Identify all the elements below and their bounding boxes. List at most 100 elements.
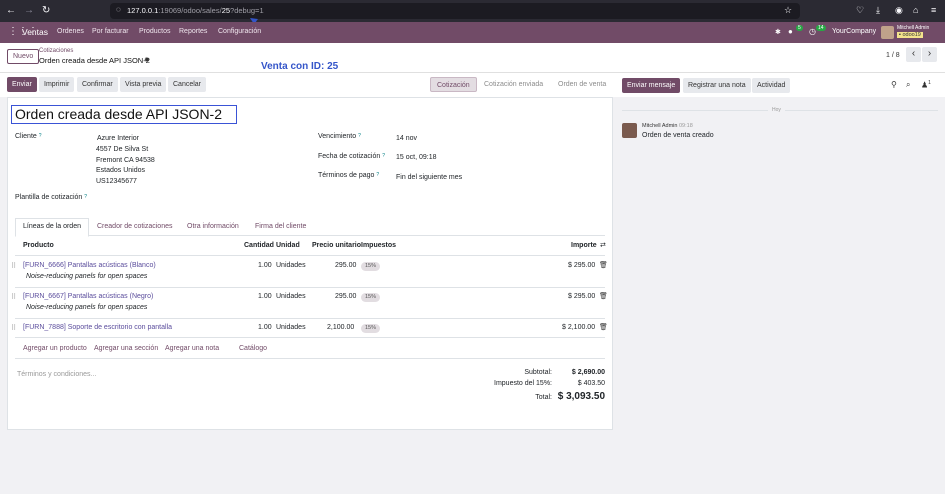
line-uom[interactable]: Unidades [276, 324, 306, 331]
status-quotation-sent[interactable]: Cotización enviada [484, 81, 544, 88]
payment-terms-value[interactable]: Fin del siguiente mes [396, 174, 463, 181]
trash-icon[interactable]: 🗑 [599, 324, 608, 331]
line-unit-price[interactable]: 2,100.00 [327, 324, 355, 331]
pager-value[interactable]: 1 / 8 [886, 52, 900, 59]
col-amount[interactable]: Importe [571, 242, 597, 249]
trash-icon[interactable]: 🗑 [599, 293, 608, 300]
shield-icon: ◌ [116, 5, 121, 14]
company-switcher[interactable]: YourCompany [832, 28, 877, 35]
trash-icon[interactable]: 🗑 [599, 262, 608, 269]
activity-button[interactable]: Actividad [752, 78, 791, 93]
menu-reports[interactable]: Reportes [179, 28, 208, 35]
template-label: Plantilla de cotización ? [15, 194, 88, 201]
line-tax-badge[interactable]: 15% [361, 293, 381, 302]
col-taxes[interactable]: Impuestos [361, 242, 397, 249]
drag-handle-icon[interactable]: ⠿ [11, 263, 17, 270]
line-uom[interactable]: Unidades [276, 262, 306, 269]
line-quantity[interactable]: 1.00 [258, 293, 272, 300]
drag-handle-icon[interactable]: ⠿ [11, 294, 17, 301]
user-avatar[interactable] [881, 26, 894, 39]
line-product[interactable]: [FURN_6666] Pantallas acústicas (Blanco) [23, 262, 156, 269]
breadcrumb-parent[interactable]: Cotizaciones [39, 48, 74, 54]
customer-label: Cliente ? [15, 133, 42, 140]
line-product[interactable]: [FURN_6667] Pantallas acústicas (Negro) [23, 293, 154, 300]
search-icon[interactable]: ⚲ [891, 80, 897, 89]
line-product[interactable]: [FURN_7888] Soporte de escritorio con pa… [23, 324, 173, 331]
back-icon[interactable]: ← [6, 5, 16, 16]
status-quotation[interactable]: Cotización [430, 77, 477, 92]
chat-icon[interactable]: ● [788, 27, 793, 36]
menu-orders[interactable]: Ordenes [57, 28, 84, 35]
pocket-icon[interactable]: ♡ [856, 5, 865, 15]
menu-products[interactable]: Productos [139, 28, 171, 35]
extensions-icon[interactable]: ⌂ [913, 5, 919, 15]
forward-icon[interactable]: → [24, 5, 34, 16]
star-icon[interactable]: ☆ [784, 5, 793, 15]
line-quantity[interactable]: 1.00 [258, 262, 272, 269]
address-bar[interactable] [110, 3, 800, 19]
message-author: Mitchell Admin 09:18 [642, 123, 693, 129]
status-sales-order[interactable]: Orden de venta [558, 81, 607, 88]
line-description[interactable]: Noise-reducing panels for open spaces [26, 304, 148, 311]
app-navbar: ⋮⋮⋮ Ventas Ordenes Por facturar Producto… [0, 22, 945, 43]
col-uom[interactable]: Unidad [276, 242, 300, 249]
tab-customer-signature[interactable]: Firma del cliente [255, 223, 307, 230]
followers-icon[interactable]: ♟1 [921, 80, 931, 90]
cancel-button[interactable]: Cancelar [168, 77, 207, 92]
add-note-link[interactable]: Agregar una nota [165, 345, 220, 352]
new-button[interactable]: Nuevo [7, 49, 40, 64]
breadcrumb-current: Orden creada desde API JSON-2 [39, 56, 150, 65]
col-unit-price[interactable]: Precio unitario [312, 242, 362, 249]
log-note-button[interactable]: Registrar una nota [683, 78, 751, 93]
account-icon[interactable]: ◉ [895, 5, 903, 15]
tab-order-lines[interactable]: Líneas de la orden [23, 223, 81, 230]
total-value: $ 3,093.50 [557, 391, 605, 402]
address-line-4: US12345677 [96, 178, 137, 185]
preview-button[interactable]: Vista previa [120, 77, 167, 92]
order-title-input[interactable]: Orden creada desde API JSON-2 [11, 105, 237, 124]
notebook-tabs [15, 218, 605, 236]
user-name[interactable]: Mitchell Admin [897, 25, 930, 31]
paperclip-icon[interactable]: ⌕ [906, 80, 911, 89]
send-button[interactable]: Enviar [7, 77, 37, 92]
customer-name[interactable]: Azure Interior [97, 135, 140, 142]
line-description[interactable]: Noise-reducing panels for open spaces [26, 273, 148, 280]
reload-icon[interactable]: ↻ [42, 5, 51, 16]
line-tax-badge[interactable]: 15% [361, 262, 381, 271]
add-section-link[interactable]: Agregar una sección [94, 345, 159, 352]
subtotal-label: Subtotal: [524, 369, 552, 376]
line-quantity[interactable]: 1.00 [258, 324, 272, 331]
chat-badge: 5 [796, 25, 803, 31]
line-tax-badge[interactable]: 15% [361, 324, 381, 333]
line-unit-price[interactable]: 295.00 [335, 262, 357, 269]
download-icon[interactable]: ⤓ [876, 5, 880, 15]
catalog-link[interactable]: Catálogo [239, 345, 268, 352]
menu-icon[interactable]: ≡ [931, 5, 937, 15]
confirm-button[interactable]: Confirmar [77, 77, 118, 92]
pager-next-button[interactable]: › [922, 47, 937, 62]
add-product-link[interactable]: Agregar un producto [23, 345, 87, 352]
apps-grid-icon[interactable]: ⋮⋮⋮ [8, 26, 38, 37]
send-message-button[interactable]: Enviar mensaje [622, 78, 681, 93]
menu-configuration[interactable]: Configuración [218, 28, 262, 35]
line-uom[interactable]: Unidades [276, 293, 306, 300]
line-unit-price[interactable]: 295.00 [335, 293, 357, 300]
app-name[interactable]: Ventas [22, 27, 48, 37]
print-button[interactable]: Imprimir [39, 77, 75, 92]
clock-icon[interactable]: ◷ [809, 27, 816, 36]
tab-quote-builder[interactable]: Creador de cotizaciones [97, 223, 173, 230]
url-text[interactable]: 127.0.0.1:19069/odoo/sales/25?debug=1 [127, 6, 264, 15]
tab-other-info[interactable]: Otra información [187, 223, 239, 230]
terms-input[interactable]: Términos y condiciones... [17, 371, 97, 378]
bug-icon[interactable]: ✱ [775, 29, 781, 36]
pager-prev-button[interactable]: ‹ [906, 47, 921, 62]
gear-icon[interactable]: ✹ [144, 57, 150, 64]
drag-handle-icon[interactable]: ⠿ [11, 325, 17, 332]
today-label: Hoy [768, 107, 785, 113]
menu-to-invoice[interactable]: Por facturar [92, 28, 129, 35]
col-product[interactable]: Producto [23, 242, 54, 249]
col-quantity[interactable]: Cantidad [244, 242, 274, 249]
quote-date-value[interactable]: 15 oct, 09:18 [396, 154, 437, 161]
expiration-value[interactable]: 14 nov [396, 135, 418, 142]
column-settings-icon[interactable]: ⇄ [600, 242, 606, 249]
